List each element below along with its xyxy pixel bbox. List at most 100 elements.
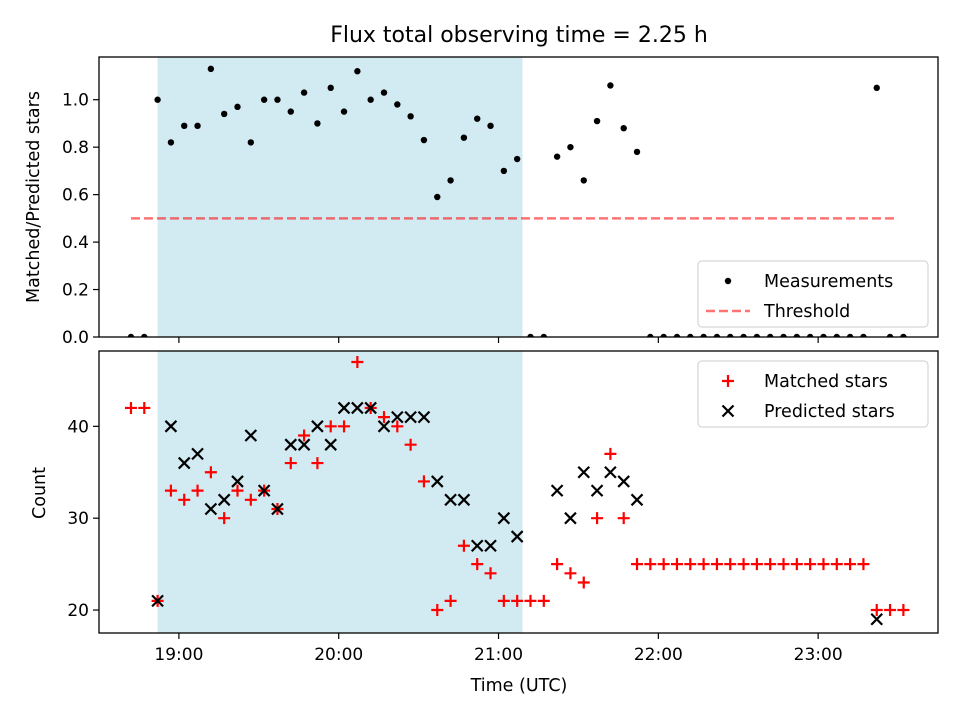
ratio-axes-frame xyxy=(98,56,939,338)
measurement-point xyxy=(314,120,321,127)
measurement-point xyxy=(327,84,334,92)
measurement-point xyxy=(407,113,414,120)
predicted-star-point xyxy=(377,420,391,433)
matched-star-point xyxy=(298,429,311,442)
predicted-star-point xyxy=(457,493,471,507)
count-series-plus xyxy=(124,356,910,617)
matched-star-point xyxy=(164,484,177,497)
measurement-point xyxy=(141,333,148,337)
measurement-point xyxy=(860,333,867,337)
ratio-y-tick-label: 0.6 xyxy=(62,186,89,206)
measurement-point xyxy=(487,122,494,130)
predicted-star-point xyxy=(297,438,311,451)
matched-star-point xyxy=(484,567,497,580)
predicted-star-point xyxy=(284,438,298,451)
matched-star-point xyxy=(391,420,404,433)
measurement-point xyxy=(220,110,228,118)
measurement-point xyxy=(846,333,854,337)
measurement-point xyxy=(593,117,601,125)
matched-star-point xyxy=(511,594,524,607)
x-tick-label: 21:00 xyxy=(474,645,523,665)
measurement-point xyxy=(527,333,534,337)
ratio-y-axis-label: Matched/Predicted stars xyxy=(24,91,44,303)
measurement-point xyxy=(886,333,894,337)
measurement-point xyxy=(833,333,840,337)
predicted-star-point xyxy=(244,429,258,442)
count-panel: 20 30 40 19:00 20:00 21:00 22:00 23:00 Count Ti… xyxy=(30,350,939,696)
ratio-legend-frame xyxy=(697,260,929,328)
measurement-point xyxy=(806,333,814,337)
predicted-star-point xyxy=(417,410,431,424)
x-tick-label: 22:00 xyxy=(634,645,683,665)
matched-star-point xyxy=(457,539,470,552)
matched-star-point xyxy=(830,558,843,571)
predicted-star-point xyxy=(497,511,511,525)
x-tick-label: 20:00 xyxy=(314,645,363,665)
measurement-point xyxy=(194,122,201,130)
measurement-point xyxy=(540,333,548,337)
predicted-star-point xyxy=(217,493,231,507)
legend-label: Predicted stars xyxy=(764,402,895,422)
matched-star-point xyxy=(404,438,417,451)
measurement-point xyxy=(234,103,241,111)
measurement-point xyxy=(447,177,454,184)
measurement-point xyxy=(713,333,721,337)
legend-matched-marker xyxy=(722,375,734,387)
matched-star-point xyxy=(577,576,590,589)
matched-star-point xyxy=(138,401,151,414)
matched-star-point xyxy=(444,594,457,607)
predicted-star-point xyxy=(337,401,351,415)
count-y-tick-label: 40 xyxy=(67,417,89,437)
measurement-point xyxy=(607,82,614,89)
matched-star-point xyxy=(218,512,231,525)
matched-star-point xyxy=(124,401,137,414)
ratio-y-tick-label: 0.4 xyxy=(62,233,89,253)
matched-star-point xyxy=(764,558,777,571)
ratio-plot-area xyxy=(127,57,907,337)
measurement-point xyxy=(513,155,521,163)
predicted-star-point xyxy=(391,410,404,424)
predicted-star-point xyxy=(404,410,417,424)
matched-star-point xyxy=(724,558,737,571)
predicted-star-point xyxy=(257,484,271,497)
count-y-axis-label: Count xyxy=(30,467,50,519)
measurement-point xyxy=(687,333,694,337)
measurement-point xyxy=(620,124,627,132)
measurement-point xyxy=(553,153,561,160)
predicted-star-point xyxy=(151,594,164,608)
measurement-point xyxy=(394,101,401,108)
matched-star-point xyxy=(870,604,883,617)
measurement-point xyxy=(354,68,361,75)
count-axes: 20 30 40 19:00 20:00 21:00 22:00 23:00 xyxy=(67,350,939,665)
matched-star-point xyxy=(710,558,723,571)
count-axes-frame xyxy=(98,350,939,634)
ratio-axes: 0.0 0.2 0.4 0.6 0.8 1.0 xyxy=(62,56,939,348)
matched-star-point xyxy=(684,558,697,571)
predicted-star-point xyxy=(351,401,364,415)
ratio-y-tick-label: 0.8 xyxy=(62,138,89,158)
ratio-shaded-interval xyxy=(157,57,523,337)
measurement-point xyxy=(633,148,641,156)
matched-star-point xyxy=(537,594,550,607)
ratio-y-tick-label: 0.2 xyxy=(62,281,89,301)
matched-star-point xyxy=(817,558,830,571)
matched-star-point xyxy=(417,475,430,488)
matched-star-point xyxy=(591,512,604,525)
matched-star-point xyxy=(284,457,297,470)
matched-star-point xyxy=(750,558,763,571)
matched-star-point xyxy=(178,493,191,506)
matched-star-point xyxy=(431,604,444,617)
measurement-point xyxy=(260,96,268,103)
measurement-point xyxy=(207,65,215,73)
x-axis-label: Time (UTC) xyxy=(470,676,568,696)
matched-star-point xyxy=(697,558,710,571)
matched-star-point xyxy=(844,558,857,571)
matched-star-point xyxy=(351,356,364,369)
legend-label: Threshold xyxy=(763,302,850,322)
matched-star-point xyxy=(897,604,910,617)
measurement-point xyxy=(900,333,907,337)
predicted-star-point xyxy=(577,465,591,479)
matched-star-point xyxy=(604,447,617,460)
predicted-star-point xyxy=(590,484,604,497)
